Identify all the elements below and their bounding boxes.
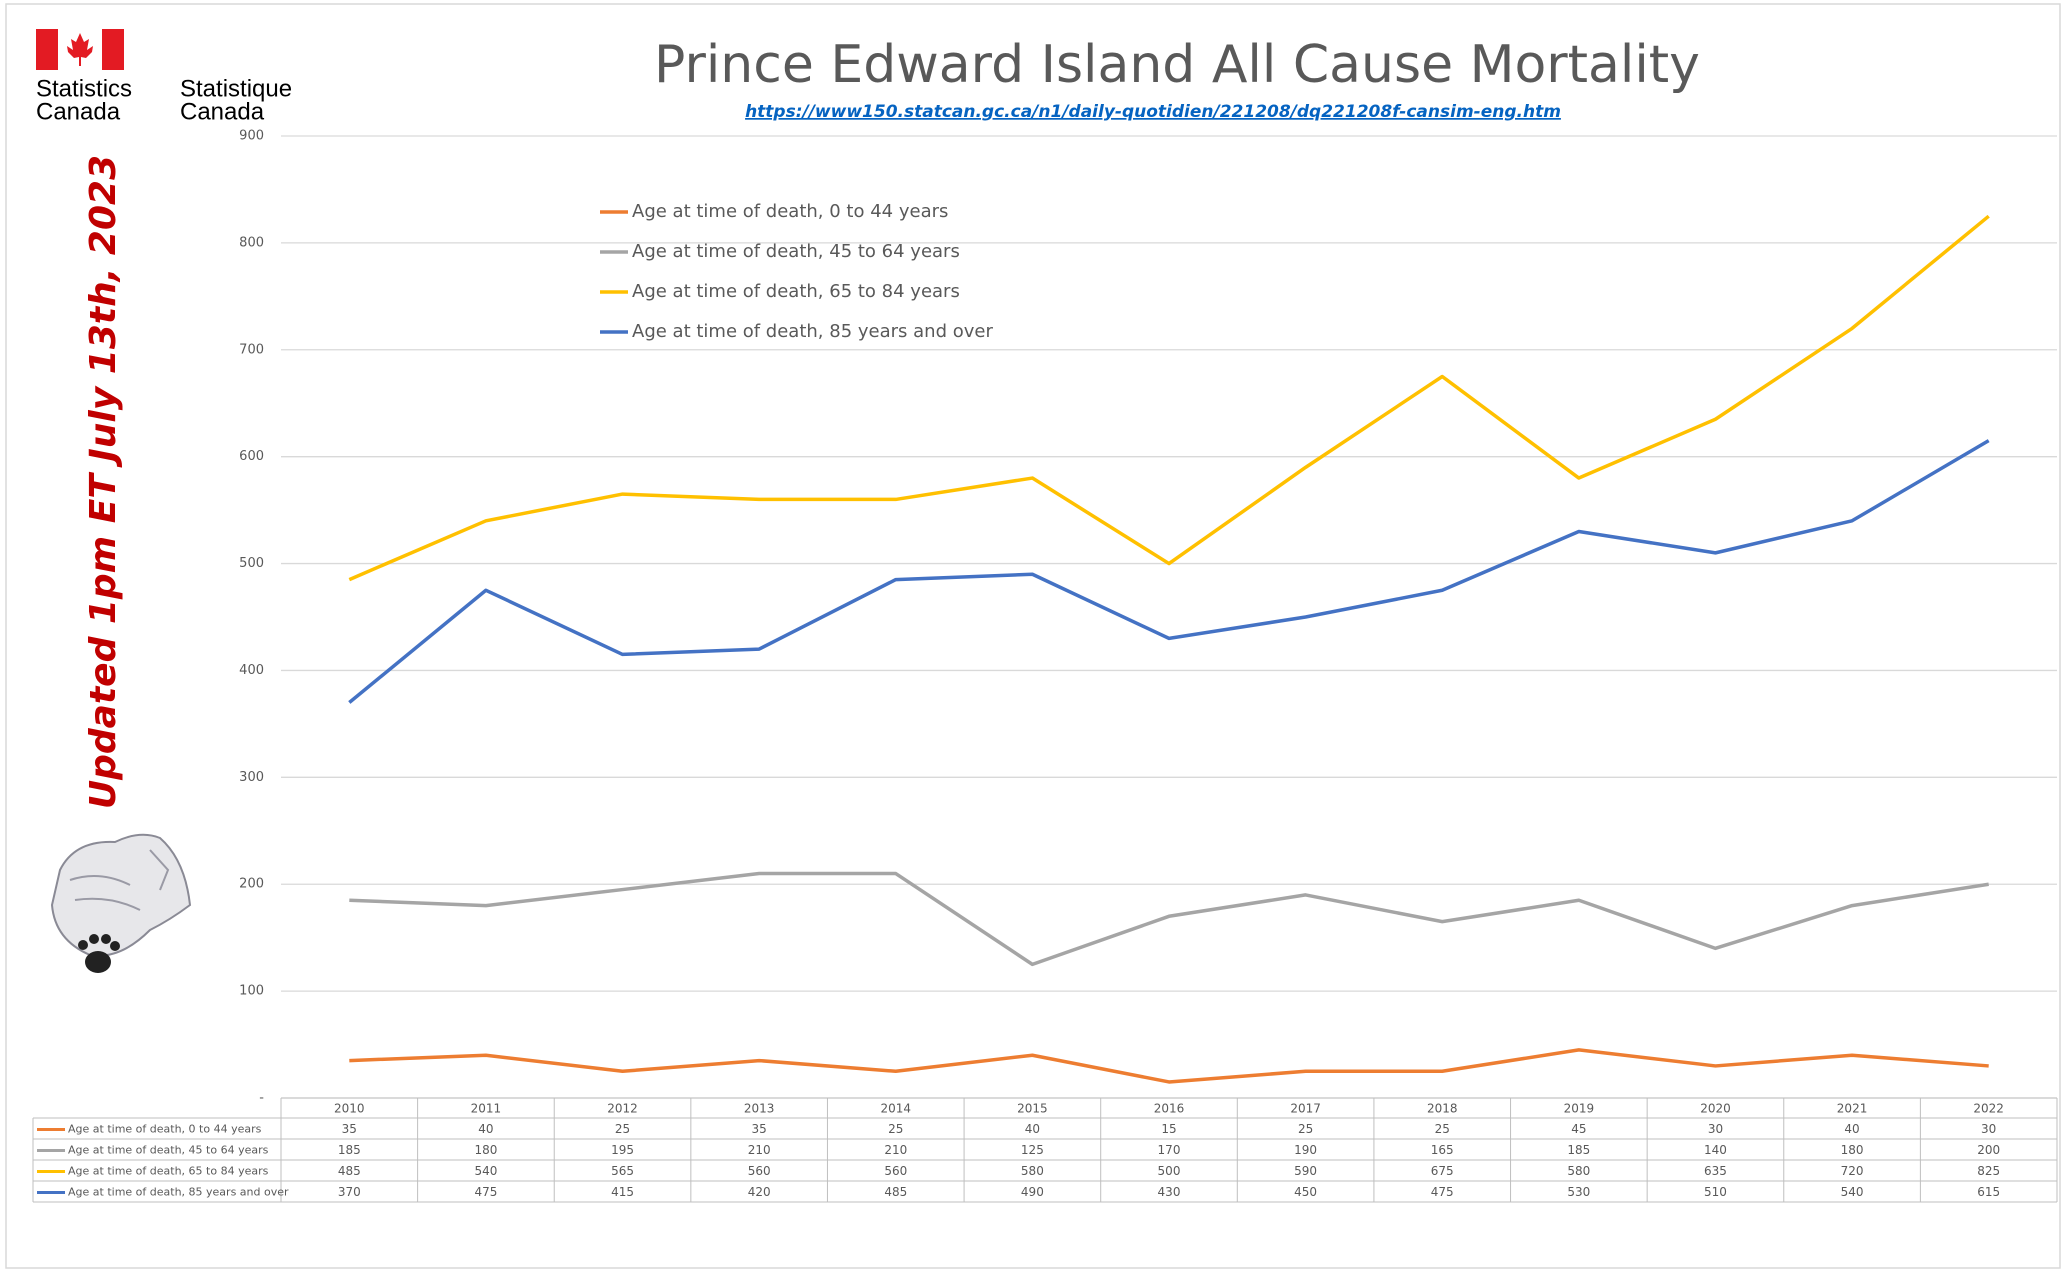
table-cell: 40 — [478, 1122, 493, 1136]
x-tick-label: 2013 — [744, 1102, 775, 1116]
table-cell: 30 — [1981, 1122, 1996, 1136]
y-tick-label: 100 — [239, 984, 264, 999]
table-cell: 25 — [1435, 1122, 1450, 1136]
logo-text: Canada — [180, 98, 265, 125]
table-cell: 210 — [748, 1143, 771, 1157]
x-tick-label: 2021 — [1837, 1102, 1868, 1116]
x-tick-label: 2011 — [471, 1102, 502, 1116]
x-tick-label: 2022 — [1973, 1102, 2004, 1116]
series-line — [348, 439, 1990, 704]
logo-text: Statistics — [36, 75, 132, 102]
table-cell: 475 — [474, 1185, 497, 1199]
table-cell: 540 — [1841, 1185, 1864, 1199]
update-note: Updated 1pm ET July 13th, 2023 — [83, 155, 124, 809]
y-tick-label: - — [259, 1091, 264, 1106]
table-cell: 25 — [1298, 1122, 1313, 1136]
table-cell: 485 — [884, 1185, 907, 1199]
x-tick-label: 2019 — [1564, 1102, 1595, 1116]
table-cell: 560 — [884, 1164, 907, 1178]
y-tick-label: 900 — [239, 129, 264, 144]
table-cell: 420 — [748, 1185, 771, 1199]
legend-label: Age at time of death, 0 to 44 years — [632, 201, 948, 222]
table-row-label: Age at time of death, 45 to 64 years — [68, 1144, 269, 1157]
table-cell: 530 — [1567, 1185, 1590, 1199]
table-cell: 560 — [748, 1164, 771, 1178]
table-cell: 635 — [1704, 1164, 1727, 1178]
table-cell: 540 — [474, 1164, 497, 1178]
table-cell: 485 — [338, 1164, 361, 1178]
table-cell: 25 — [888, 1122, 903, 1136]
table-cell: 500 — [1158, 1164, 1181, 1178]
table-cell: 590 — [1294, 1164, 1317, 1178]
series-line — [348, 214, 1990, 582]
table-row-label: Age at time of death, 85 years and over — [68, 1186, 289, 1199]
legend-label: Age at time of death, 45 to 64 years — [632, 241, 960, 262]
table-cell: 180 — [1841, 1143, 1864, 1157]
table-cell: 825 — [1977, 1164, 2000, 1178]
table-cell: 140 — [1704, 1143, 1727, 1157]
legend-label: Age at time of death, 65 to 84 years — [632, 281, 960, 302]
table-cell: 15 — [1161, 1122, 1176, 1136]
x-tick-label: 2020 — [1700, 1102, 1731, 1116]
table-cell: 720 — [1841, 1164, 1864, 1178]
wolf-logo — [50, 833, 192, 973]
table-cell: 30 — [1708, 1122, 1723, 1136]
x-tick-label: 2014 — [880, 1102, 911, 1116]
x-tick-label: 2015 — [1017, 1102, 1048, 1116]
table-cell: 510 — [1704, 1185, 1727, 1199]
legend-label: Age at time of death, 85 years and over — [632, 321, 993, 342]
table-cell: 45 — [1571, 1122, 1586, 1136]
table-cell: 180 — [474, 1143, 497, 1157]
table-cell: 35 — [752, 1122, 767, 1136]
table-cell: 165 — [1431, 1143, 1454, 1157]
source-link[interactable]: https://www150.statcan.gc.ca/n1/daily-qu… — [745, 102, 1561, 122]
table-cell: 615 — [1977, 1185, 2000, 1199]
y-tick-label: 400 — [239, 663, 264, 678]
y-tick-label: 700 — [239, 342, 264, 357]
y-tick-label: 600 — [239, 449, 264, 464]
table-cell: 190 — [1294, 1143, 1317, 1157]
logo-text: Statistique — [180, 75, 292, 102]
x-tick-label: 2018 — [1427, 1102, 1458, 1116]
y-tick-label: 500 — [239, 556, 264, 571]
logo-text: Canada — [36, 98, 121, 125]
table-cell: 490 — [1021, 1185, 1044, 1199]
table-cell: 25 — [615, 1122, 630, 1136]
chart-title: Prince Edward Island All Cause Mortality — [654, 35, 1700, 95]
table-row-label: Age at time of death, 0 to 44 years — [68, 1123, 262, 1136]
table-cell: 430 — [1158, 1185, 1181, 1199]
series-line — [349, 871, 1989, 967]
table-cell: 40 — [1844, 1122, 1859, 1136]
table-row-label: Age at time of death, 65 to 84 years — [68, 1165, 269, 1178]
table-cell: 580 — [1021, 1164, 1044, 1178]
table-cell: 35 — [342, 1122, 357, 1136]
frame — [5, 3, 2061, 1269]
flag — [36, 29, 124, 70]
table-cell: 170 — [1158, 1143, 1181, 1157]
table-cell: 475 — [1431, 1185, 1454, 1199]
x-tick-label: 2012 — [607, 1102, 638, 1116]
y-tick-label: 200 — [239, 877, 264, 892]
table-cell: 210 — [884, 1143, 907, 1157]
table-cell: 200 — [1977, 1143, 2000, 1157]
table-cell: 580 — [1567, 1164, 1590, 1178]
x-tick-label: 2017 — [1290, 1102, 1321, 1116]
table-cell: 675 — [1431, 1164, 1454, 1178]
table-cell: 195 — [611, 1143, 634, 1157]
table-cell: 40 — [1025, 1122, 1040, 1136]
x-tick-label: 2016 — [1154, 1102, 1185, 1116]
x-tick-label: 2010 — [334, 1102, 365, 1116]
y-tick-label: 300 — [239, 770, 264, 785]
table-cell: 125 — [1021, 1143, 1044, 1157]
series-line — [349, 1048, 1989, 1084]
table-cell: 415 — [611, 1185, 634, 1199]
table-cell: 370 — [338, 1185, 361, 1199]
table-cell: 565 — [611, 1164, 634, 1178]
y-tick-label: 800 — [239, 235, 264, 250]
table-cell: 185 — [338, 1143, 361, 1157]
table-cell: 450 — [1294, 1185, 1317, 1199]
table-cell: 185 — [1567, 1143, 1590, 1157]
